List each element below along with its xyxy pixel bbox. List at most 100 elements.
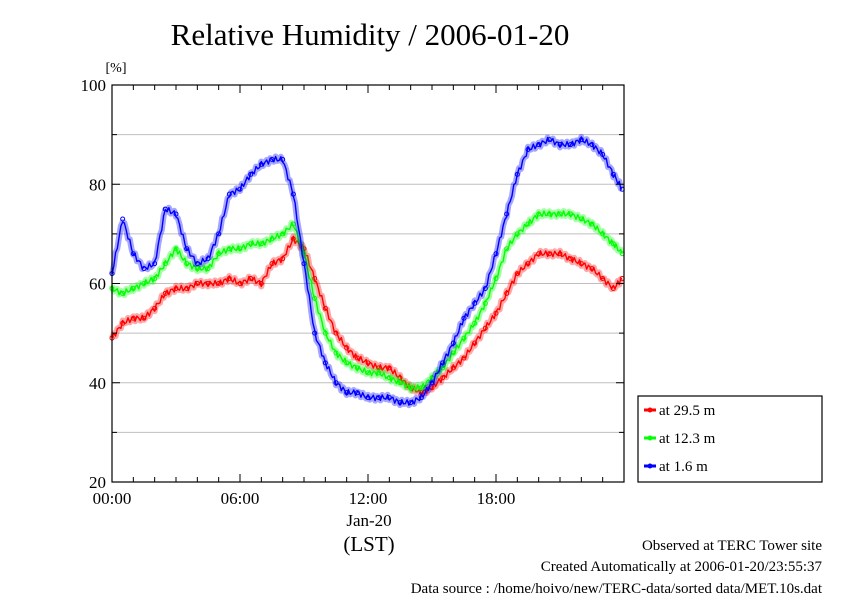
data-point — [589, 221, 595, 227]
data-point — [376, 370, 382, 376]
data-point — [536, 211, 542, 217]
data-point — [162, 206, 168, 212]
y-tick-label: 100 — [81, 76, 107, 95]
data-point — [493, 276, 499, 282]
data-point — [280, 256, 286, 262]
data-point — [301, 261, 307, 267]
data-point — [333, 330, 339, 336]
data-point — [216, 231, 222, 237]
data-point — [429, 380, 435, 386]
data-point — [589, 142, 595, 148]
data-point — [354, 355, 360, 361]
data-point — [536, 251, 542, 257]
legend-marker — [647, 463, 653, 469]
data-point — [461, 315, 467, 321]
data-point — [482, 285, 488, 291]
data-point — [226, 246, 232, 252]
data-point — [226, 276, 232, 282]
data-point — [141, 266, 147, 272]
data-point — [525, 221, 531, 227]
data-point — [418, 395, 424, 401]
data-point — [162, 261, 168, 267]
legend-label: at 29.5 m — [659, 403, 716, 419]
data-point — [237, 186, 243, 192]
data-point — [269, 156, 275, 162]
data-point — [472, 300, 478, 306]
site-note: Observed at TERC Tower site — [642, 538, 822, 554]
data-point — [248, 241, 254, 247]
data-point — [333, 350, 339, 356]
data-point — [344, 390, 350, 396]
data-point — [408, 385, 414, 391]
data-point — [397, 400, 403, 406]
chart-title: Relative Humidity / 2006-01-20 — [171, 17, 570, 52]
data-point — [322, 330, 328, 336]
data-point — [312, 330, 318, 336]
data-point — [226, 191, 232, 197]
data-point — [536, 142, 542, 148]
data-point — [600, 276, 606, 282]
data-point — [557, 142, 563, 148]
data-point — [248, 276, 254, 282]
data-point — [514, 231, 520, 237]
data-point — [152, 276, 158, 282]
data-point — [450, 350, 456, 356]
data-point — [269, 261, 275, 267]
data-point — [258, 241, 264, 247]
data-point — [365, 370, 371, 376]
data-point — [184, 246, 190, 252]
data-point — [600, 151, 606, 157]
data-point — [546, 137, 552, 143]
data-point — [365, 360, 371, 366]
data-point — [280, 156, 286, 162]
data-point — [365, 395, 371, 401]
data-point — [269, 236, 275, 242]
data-point — [344, 345, 350, 351]
data-point — [461, 355, 467, 361]
data-point — [482, 325, 488, 331]
data-point — [216, 251, 222, 257]
data-point — [504, 211, 510, 217]
data-point — [120, 290, 126, 296]
data-point — [130, 285, 136, 291]
data-point — [120, 216, 126, 222]
data-point — [354, 365, 360, 371]
data-point — [141, 315, 147, 321]
data-point — [386, 365, 392, 371]
data-point — [525, 147, 531, 153]
data-point — [173, 246, 179, 252]
data-point — [237, 246, 243, 252]
data-point — [514, 271, 520, 277]
data-point — [248, 171, 254, 177]
data-point — [610, 241, 616, 247]
data-point — [397, 375, 403, 381]
y-axis-unit: [%] — [106, 61, 127, 76]
x-axis-label: (LST) — [343, 532, 394, 556]
data-point — [589, 266, 595, 272]
created-note: Created Automatically at 2006-01-20/23:5… — [541, 559, 823, 575]
data-point — [173, 211, 179, 217]
data-point — [386, 395, 392, 401]
data-point — [130, 251, 136, 257]
series-2 — [109, 208, 626, 394]
data-point — [557, 251, 563, 257]
data-point — [429, 385, 435, 391]
legend-box — [637, 395, 823, 483]
data-point — [322, 305, 328, 311]
data-point — [152, 305, 158, 311]
data-point — [333, 380, 339, 386]
data-point — [173, 285, 179, 291]
y-tick-label: 80 — [89, 175, 106, 194]
data-point — [205, 256, 211, 262]
data-point — [546, 211, 552, 217]
data-point — [440, 360, 446, 366]
series-3 — [109, 133, 625, 409]
data-point — [514, 171, 520, 177]
data-point — [610, 171, 616, 177]
data-point — [258, 161, 264, 167]
data-point — [216, 281, 222, 286]
data-point — [354, 390, 360, 396]
data-point — [418, 385, 424, 391]
y-tick-label: 20 — [89, 473, 106, 492]
